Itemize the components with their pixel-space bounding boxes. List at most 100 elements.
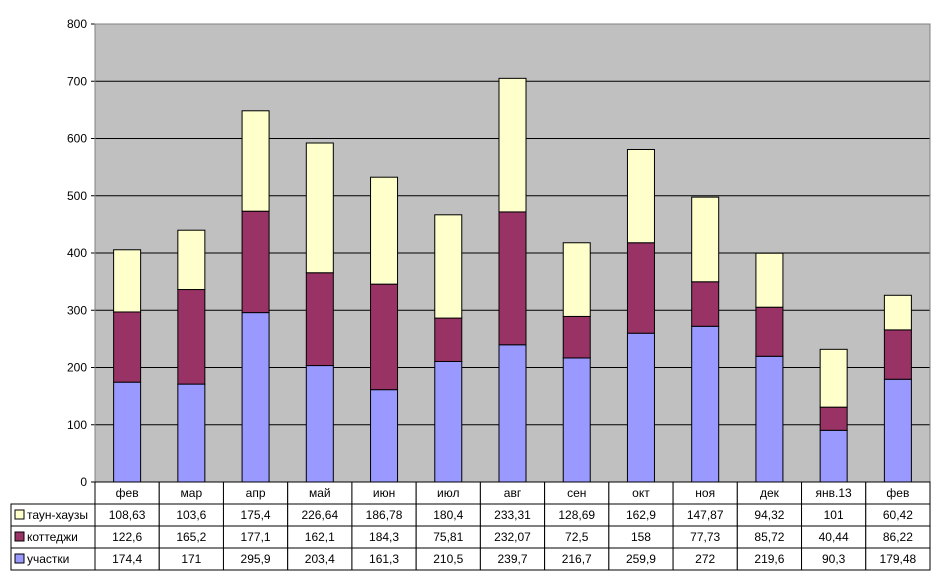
data-label: 179,48 — [880, 552, 917, 566]
data-label: 90,3 — [822, 552, 846, 566]
bar-segment-коттеджи — [819, 406, 848, 431]
bar-segment-таун-хаузы — [498, 77, 527, 213]
y-tick-label: 300 — [67, 303, 87, 317]
x-tick-label: июн — [373, 486, 395, 500]
data-label: 171 — [181, 552, 201, 566]
x-tick-label: мар — [181, 486, 203, 500]
bar-segment-участки — [113, 381, 142, 483]
data-label: 272 — [695, 552, 715, 566]
y-tick-label: 800 — [67, 17, 87, 31]
bar-segment-коттеджи — [370, 283, 399, 391]
data-label: 175,4 — [241, 508, 271, 522]
data-label: 85,72 — [754, 530, 784, 544]
legend-label: таун-хаузы — [27, 508, 88, 522]
legend-label: коттеджи — [27, 530, 78, 544]
data-label: 233,31 — [494, 508, 531, 522]
bar-segment-коттеджи — [241, 210, 270, 314]
data-label: 210,5 — [433, 552, 463, 566]
bar-segment-коттеджи — [883, 329, 912, 380]
bars — [113, 77, 912, 483]
y-tick-label: 0 — [80, 475, 87, 489]
bar-segment-таун-хаузы — [819, 348, 848, 408]
x-tick-label: фев — [886, 486, 909, 500]
x-tick-label: окт — [632, 486, 650, 500]
bar-segment-участки — [305, 365, 334, 483]
bar-segment-таун-хаузы — [241, 110, 270, 212]
data-label: 147,87 — [687, 508, 724, 522]
data-label: 239,7 — [497, 552, 527, 566]
bar-segment-коттеджи — [691, 281, 720, 327]
data-label: 103,6 — [176, 508, 206, 522]
data-label: 219,6 — [754, 552, 784, 566]
legend-swatch — [14, 553, 25, 564]
bar-segment-коттеджи — [177, 289, 206, 385]
data-label: 75,81 — [433, 530, 463, 544]
bar-segment-таун-хаузы — [562, 242, 591, 317]
data-label: 184,3 — [369, 530, 399, 544]
data-label: 162,9 — [626, 508, 656, 522]
data-label: 165,2 — [176, 530, 206, 544]
data-label: 226,64 — [301, 508, 338, 522]
bar-segment-участки — [691, 325, 720, 483]
x-tick-label: сен — [567, 486, 586, 500]
bar-segment-участки — [755, 355, 784, 483]
x-tick-label: ноя — [695, 486, 715, 500]
bar-segment-коттеджи — [113, 311, 142, 383]
bar-segment-участки — [434, 360, 463, 483]
x-tick-label: янв.13 — [816, 486, 853, 500]
data-label: 86,22 — [883, 530, 913, 544]
bar-segment-таун-хаузы — [305, 142, 334, 274]
legend-swatch — [14, 509, 25, 520]
x-tick-label: авг — [504, 486, 522, 500]
y-tick-label: 500 — [67, 189, 87, 203]
bar-segment-таун-хаузы — [370, 176, 399, 285]
data-label: 177,1 — [241, 530, 271, 544]
data-label: 101 — [824, 508, 844, 522]
bar-segment-коттеджи — [498, 211, 527, 346]
bar-segment-участки — [177, 383, 206, 483]
bar-segment-участки — [626, 332, 655, 483]
data-label: 162,1 — [305, 530, 335, 544]
bar-segment-коттеджи — [434, 317, 463, 362]
y-tick-label: 700 — [67, 74, 87, 88]
bar-segment-таун-хаузы — [626, 148, 655, 244]
x-tick-label: фев — [116, 486, 139, 500]
x-tick-label: дек — [760, 486, 780, 500]
y-tick-label: 200 — [67, 361, 87, 375]
y-tick-label: 100 — [67, 418, 87, 432]
y-tick-label: 400 — [67, 246, 87, 260]
x-tick-label: апр — [246, 486, 266, 500]
data-label: 259,9 — [626, 552, 656, 566]
data-label: 186,78 — [366, 508, 403, 522]
data-label: 128,69 — [558, 508, 595, 522]
data-label: 60,42 — [883, 508, 913, 522]
data-label: 180,4 — [433, 508, 463, 522]
bar-segment-участки — [562, 357, 591, 483]
data-label: 161,3 — [369, 552, 399, 566]
bar-segment-участки — [498, 344, 527, 483]
data-label: 295,9 — [241, 552, 271, 566]
data-label: 174,4 — [112, 552, 142, 566]
data-label: 77,73 — [690, 530, 720, 544]
bar-segment-коттеджи — [562, 315, 591, 359]
bar-segment-таун-хаузы — [883, 294, 912, 331]
data-table: фев мар апр май июн июл авг сен окт ноя дек янв.13 ф… — [10, 481, 931, 571]
bar-segment-таун-хаузы — [691, 196, 720, 283]
data-label: 94,32 — [754, 508, 784, 522]
data-label: 122,6 — [112, 530, 142, 544]
data-label: 40,44 — [819, 530, 849, 544]
bar-segment-участки — [370, 389, 399, 483]
x-tick-label: июл — [437, 486, 459, 500]
data-label: 203,4 — [305, 552, 335, 566]
x-tick-label: май — [309, 486, 331, 500]
data-label: 216,7 — [562, 552, 592, 566]
y-tick-label: 600 — [67, 132, 87, 146]
legend-swatch — [14, 531, 25, 542]
bar-segment-участки — [241, 312, 270, 483]
bar-segment-коттеджи — [305, 272, 334, 367]
data-label: 232,07 — [494, 530, 531, 544]
data-label: 108,63 — [109, 508, 146, 522]
legend-label: участки — [27, 552, 69, 566]
bar-segment-таун-хаузы — [177, 229, 206, 291]
